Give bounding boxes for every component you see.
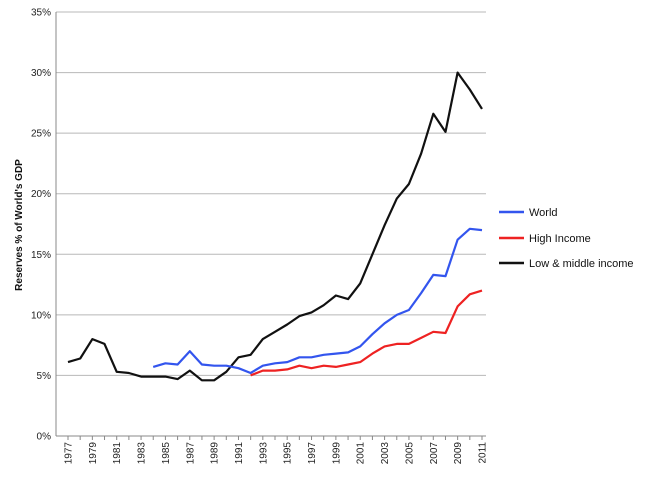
- y-tick-label: 0%: [37, 432, 52, 443]
- y-tick-label: 5%: [37, 371, 52, 382]
- x-tick-label: 1999: [331, 442, 342, 465]
- axes: [55, 12, 486, 440]
- x-tick-labels: 1977 1979 1981 1983 1985 1987 1989 1991 1993 1995…: [64, 442, 489, 465]
- y-tick-label: 10%: [31, 310, 51, 321]
- x-tick-label: 2003: [380, 442, 391, 465]
- y-axis-label: Reserves % of World's GDP: [14, 159, 25, 291]
- series-line-0: [152, 227, 483, 375]
- series-line-2: [67, 71, 483, 382]
- x-tick-label: 2009: [453, 442, 464, 465]
- gridlines: [56, 11, 486, 437]
- x-tick-label: 1977: [64, 442, 75, 465]
- series-lines: [67, 71, 483, 382]
- series-line-1: [250, 289, 483, 377]
- legend-label: High Income: [529, 233, 591, 245]
- x-tick-label: 1987: [185, 442, 196, 465]
- x-tick-label: 1981: [112, 442, 123, 465]
- y-tick-label: 25%: [31, 129, 51, 140]
- y-tick-label: 15%: [31, 250, 51, 261]
- x-tick-label: 1983: [137, 442, 148, 465]
- x-tick-label: 2001: [356, 442, 367, 465]
- x-tick-label: 2005: [404, 442, 415, 465]
- y-tick-label: 35%: [31, 8, 51, 19]
- legend: World High Income Low & middle income: [499, 207, 634, 270]
- x-tick-label: 2011: [478, 442, 489, 464]
- y-tick-label: 20%: [31, 189, 51, 200]
- x-tick-label: 1991: [234, 442, 245, 465]
- y-tick-labels: 0% 5% 10% 15% 20% 25% 30% 35%: [31, 8, 51, 443]
- y-tick-label: 30%: [31, 68, 51, 79]
- x-tick-label: 1997: [307, 442, 318, 465]
- x-tick-label: 2007: [429, 442, 440, 465]
- x-tick-label: 1989: [210, 442, 221, 465]
- x-tick-label: 1979: [88, 442, 99, 465]
- legend-label: Low & middle income: [529, 258, 634, 270]
- x-tick-label: 1993: [258, 442, 269, 465]
- legend-label: World: [529, 207, 558, 219]
- x-tick-label: 1985: [161, 442, 172, 465]
- x-tick-label: 1995: [283, 442, 294, 465]
